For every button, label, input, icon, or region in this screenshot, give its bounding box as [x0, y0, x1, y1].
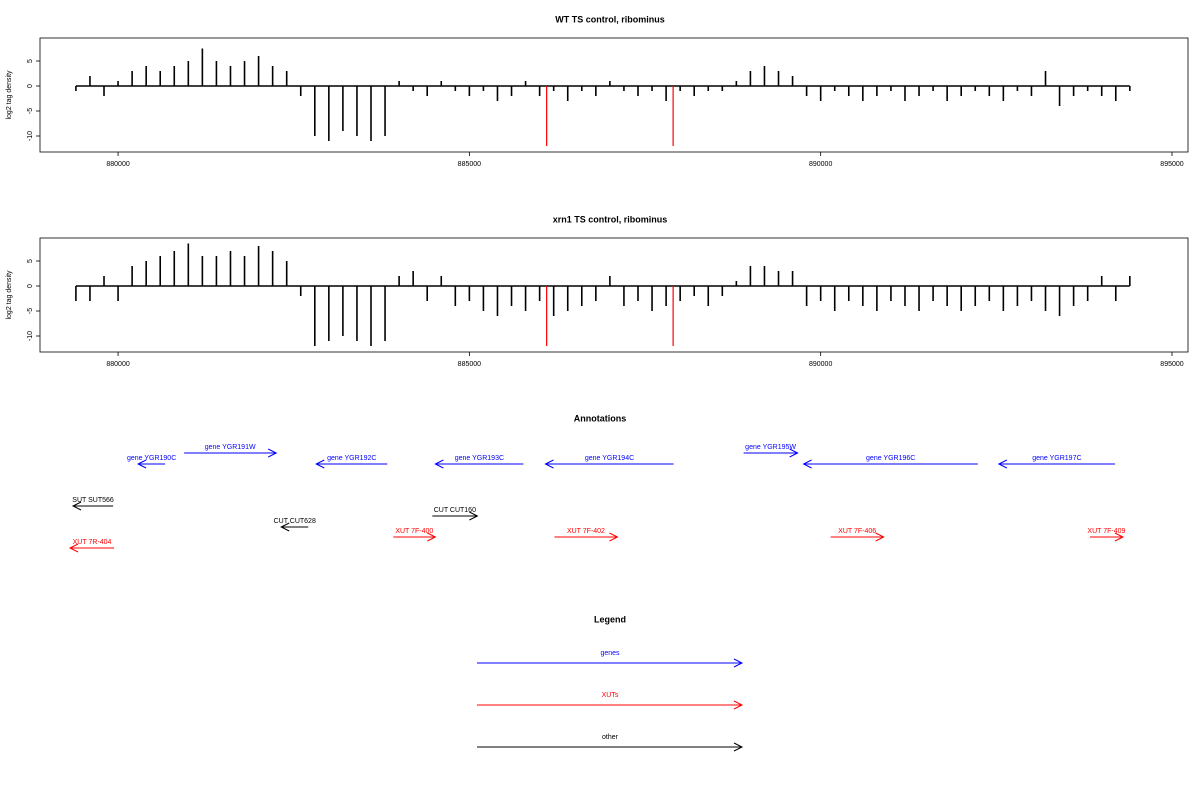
legend-arrow-head: [733, 742, 744, 752]
feature-arrow-head: [68, 543, 79, 553]
y-tick-label: 0: [27, 84, 34, 88]
y-tick-label: -5: [27, 308, 34, 314]
feature-label: CUT CUT628: [274, 518, 316, 525]
feature-label: gene YGR197C: [1032, 455, 1081, 462]
legend-label: genes: [600, 650, 620, 657]
feature-arrow-head: [434, 459, 444, 469]
legend-label: other: [602, 734, 619, 741]
annotations-title: Annotations: [574, 413, 627, 423]
x-tick-label: 890000: [809, 161, 832, 168]
y-tick-label: -10: [27, 331, 34, 341]
feature-arrow-head: [469, 511, 479, 521]
feature-arrow-head: [609, 532, 619, 542]
legend-title: Legend: [594, 614, 626, 624]
chart-title: WT TS control, ribominus: [555, 14, 665, 24]
feature-arrow-head: [280, 522, 290, 532]
feature-arrow-head: [1114, 532, 1125, 542]
legend-arrow-head: [733, 700, 744, 710]
x-tick-label: 890000: [809, 361, 832, 368]
y-tick-label: -10: [27, 131, 34, 141]
feature-arrow-head: [315, 459, 325, 469]
feature-label: gene YGR192C: [327, 455, 376, 462]
feature-arrow-head: [267, 448, 278, 458]
feature-arrow-head: [789, 448, 799, 458]
feature-arrow-head: [544, 459, 554, 469]
feature-label: CUT CUT160: [434, 507, 476, 514]
feature-label: XUT 7F-409: [1087, 528, 1125, 535]
feature-arrow-head: [71, 501, 82, 511]
y-tick-label: -5: [27, 108, 34, 114]
feature-label: SUT SUT566: [72, 497, 114, 504]
feature-arrow-head: [136, 459, 147, 469]
plot-frame: [39, 237, 1189, 353]
x-tick-label: 880000: [106, 161, 129, 168]
y-tick-label: 5: [27, 59, 34, 63]
x-tick-label: 885000: [458, 361, 481, 368]
feature-arrow-head: [802, 459, 812, 469]
x-tick-label: 895000: [1160, 161, 1183, 168]
feature-label: XUT 7F-406: [838, 528, 876, 535]
feature-label: gene YGR195W: [745, 444, 796, 451]
x-tick-label: 880000: [106, 361, 129, 368]
feature-label: gene YGR193C: [455, 455, 504, 462]
feature-label: gene YGR190C: [127, 455, 176, 462]
feature-label: gene YGR194C: [585, 455, 634, 462]
feature-label: gene YGR196C: [866, 455, 915, 462]
feature-label: XUT 7F-402: [567, 528, 605, 535]
feature-label: XUT 7R-404: [73, 539, 112, 546]
plot-frame: [39, 37, 1189, 153]
feature-label: gene YGR191W: [205, 444, 256, 451]
y-tick-label: 0: [27, 284, 34, 288]
chart-title: xrn1 TS control, ribominus: [553, 214, 668, 224]
legend-arrow-head: [733, 658, 744, 668]
x-tick-label: 885000: [458, 161, 481, 168]
y-axis-label: log2 tag density: [6, 70, 13, 120]
feature-arrow-head: [427, 532, 437, 542]
legend-label: XUTs: [602, 692, 619, 699]
y-axis-label: log2 tag density: [6, 270, 13, 320]
x-tick-label: 895000: [1160, 361, 1183, 368]
feature-arrow-head: [875, 532, 885, 542]
feature-label: XUT 7F-400: [395, 528, 433, 535]
feature-arrow-head: [997, 459, 1008, 469]
y-tick-label: 5: [27, 259, 34, 263]
